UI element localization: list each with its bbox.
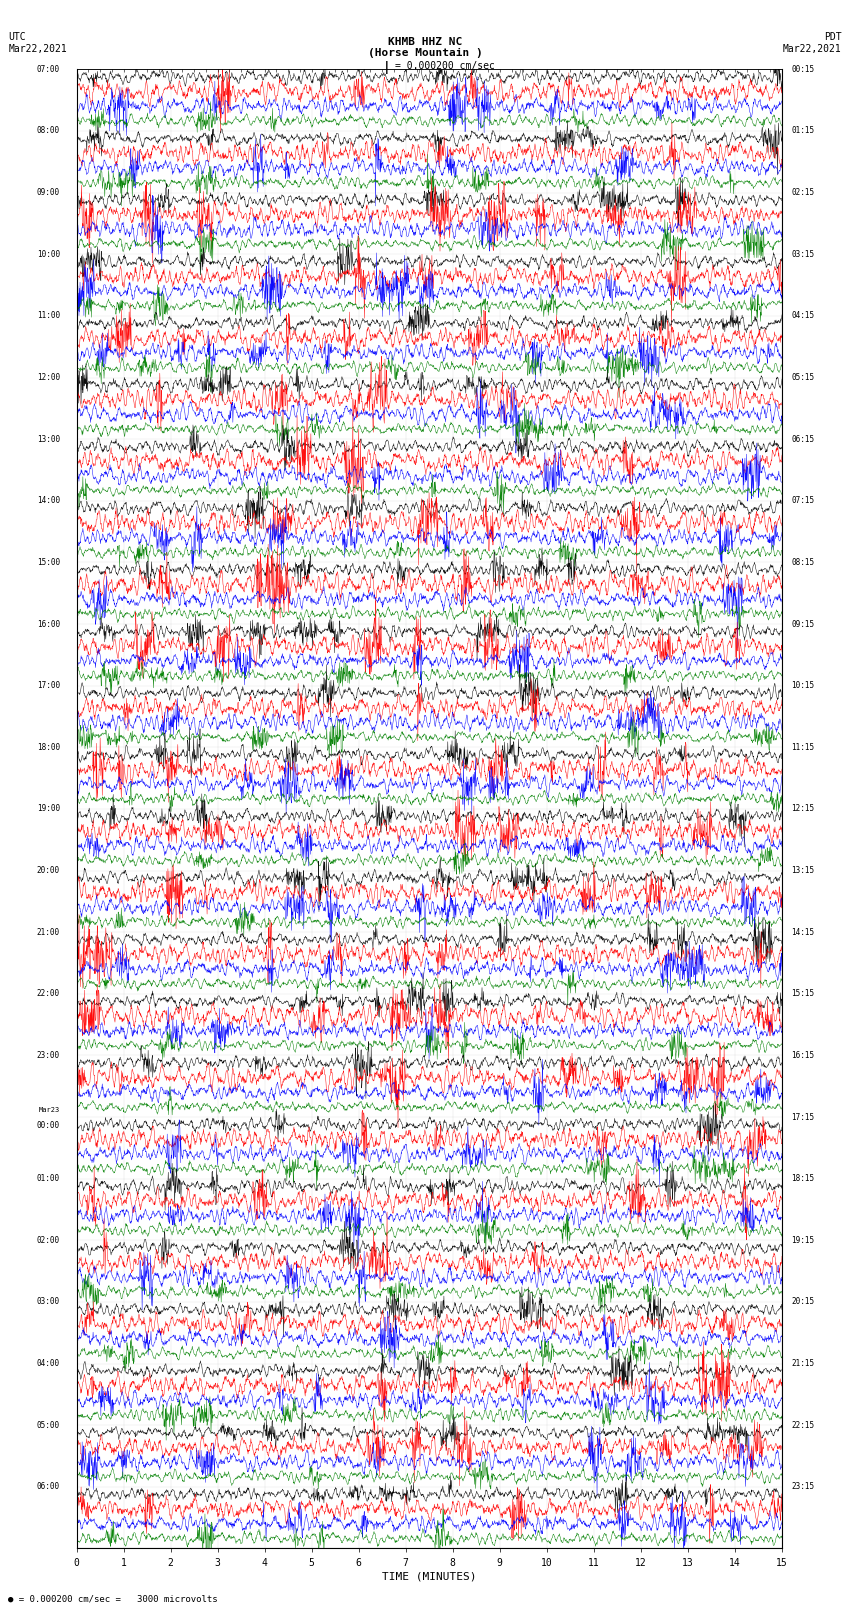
Text: 16:15: 16:15 <box>791 1052 814 1060</box>
Text: 13:00: 13:00 <box>37 434 60 444</box>
Text: 02:15: 02:15 <box>791 189 814 197</box>
Text: 20:15: 20:15 <box>791 1297 814 1307</box>
Text: 22:00: 22:00 <box>37 989 60 998</box>
Text: 12:15: 12:15 <box>791 805 814 813</box>
Text: 01:00: 01:00 <box>37 1174 60 1184</box>
Text: 07:15: 07:15 <box>791 497 814 505</box>
Text: 05:00: 05:00 <box>37 1421 60 1429</box>
Text: ● = 0.000200 cm/sec =   3000 microvolts: ● = 0.000200 cm/sec = 3000 microvolts <box>8 1594 218 1603</box>
Text: 11:15: 11:15 <box>791 744 814 752</box>
Text: 06:15: 06:15 <box>791 434 814 444</box>
Text: 14:00: 14:00 <box>37 497 60 505</box>
Text: 08:15: 08:15 <box>791 558 814 566</box>
Text: 05:15: 05:15 <box>791 373 814 382</box>
Text: 16:00: 16:00 <box>37 619 60 629</box>
Text: 03:15: 03:15 <box>791 250 814 258</box>
Text: KHMB HHZ NC: KHMB HHZ NC <box>388 37 462 47</box>
Text: 08:00: 08:00 <box>37 126 60 135</box>
Text: 09:00: 09:00 <box>37 189 60 197</box>
Text: 10:15: 10:15 <box>791 681 814 690</box>
Text: 14:15: 14:15 <box>791 927 814 937</box>
Text: 18:15: 18:15 <box>791 1174 814 1184</box>
Text: 21:00: 21:00 <box>37 927 60 937</box>
X-axis label: TIME (MINUTES): TIME (MINUTES) <box>382 1571 477 1582</box>
Text: 12:00: 12:00 <box>37 373 60 382</box>
Text: 21:15: 21:15 <box>791 1360 814 1368</box>
Text: 07:00: 07:00 <box>37 65 60 74</box>
Text: 09:15: 09:15 <box>791 619 814 629</box>
Text: 01:15: 01:15 <box>791 126 814 135</box>
Text: Mar23: Mar23 <box>39 1107 60 1113</box>
Text: |: | <box>383 61 390 74</box>
Text: 04:15: 04:15 <box>791 311 814 321</box>
Text: 11:00: 11:00 <box>37 311 60 321</box>
Text: 19:00: 19:00 <box>37 805 60 813</box>
Text: (Horse Mountain ): (Horse Mountain ) <box>367 48 483 58</box>
Text: 23:00: 23:00 <box>37 1052 60 1060</box>
Text: 17:15: 17:15 <box>791 1113 814 1121</box>
Text: 13:15: 13:15 <box>791 866 814 874</box>
Text: 18:00: 18:00 <box>37 744 60 752</box>
Text: 00:00: 00:00 <box>37 1121 60 1131</box>
Text: 00:15: 00:15 <box>791 65 814 74</box>
Text: 04:00: 04:00 <box>37 1360 60 1368</box>
Text: 15:00: 15:00 <box>37 558 60 566</box>
Text: 03:00: 03:00 <box>37 1297 60 1307</box>
Text: 15:15: 15:15 <box>791 989 814 998</box>
Text: 06:00: 06:00 <box>37 1482 60 1492</box>
Text: 17:00: 17:00 <box>37 681 60 690</box>
Text: 23:15: 23:15 <box>791 1482 814 1492</box>
Text: UTC
Mar22,2021: UTC Mar22,2021 <box>8 32 67 53</box>
Text: 22:15: 22:15 <box>791 1421 814 1429</box>
Text: PDT
Mar22,2021: PDT Mar22,2021 <box>783 32 842 53</box>
Text: 02:00: 02:00 <box>37 1236 60 1245</box>
Text: = 0.000200 cm/sec: = 0.000200 cm/sec <box>395 61 495 71</box>
Text: 10:00: 10:00 <box>37 250 60 258</box>
Text: 19:15: 19:15 <box>791 1236 814 1245</box>
Text: 20:00: 20:00 <box>37 866 60 874</box>
